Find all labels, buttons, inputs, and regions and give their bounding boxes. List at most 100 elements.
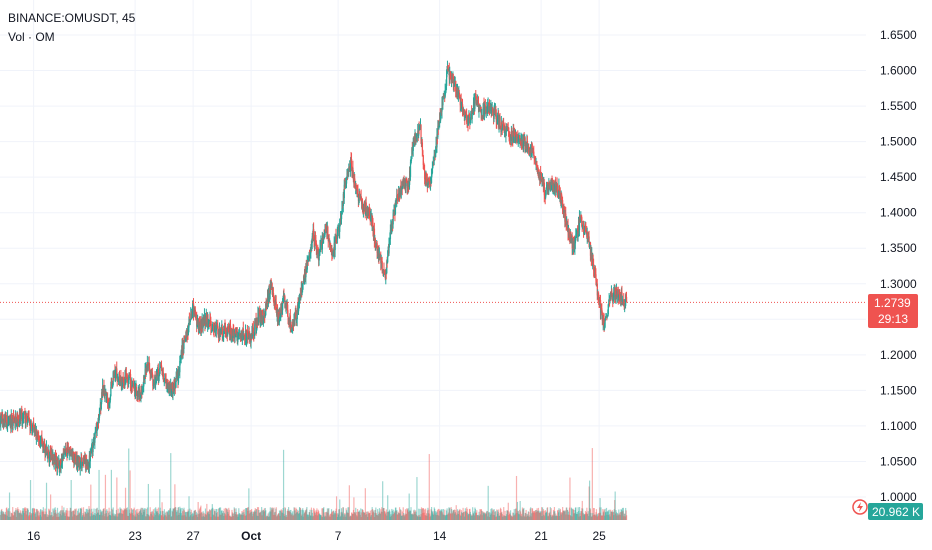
volume-bar bbox=[440, 509, 442, 520]
candle-body bbox=[294, 312, 296, 321]
volume-bar bbox=[370, 516, 372, 520]
volume-bar bbox=[347, 512, 350, 520]
candle-body bbox=[430, 175, 433, 183]
volume-bar bbox=[588, 516, 590, 520]
volume-bar bbox=[243, 512, 245, 520]
volume-bar bbox=[26, 508, 28, 520]
candle-body bbox=[223, 328, 225, 338]
volume-bar bbox=[149, 516, 151, 520]
volume-bar bbox=[65, 513, 67, 520]
volume-bar bbox=[444, 516, 446, 520]
volume-bar bbox=[289, 512, 292, 520]
volume-bar bbox=[125, 507, 128, 520]
volume-bar bbox=[65, 510, 67, 520]
volume-bar bbox=[183, 507, 185, 520]
volume-bar bbox=[570, 516, 572, 520]
volume-bar bbox=[359, 512, 361, 520]
volume-bar bbox=[158, 513, 160, 520]
volume-bar bbox=[389, 516, 392, 520]
volume-bar bbox=[211, 508, 213, 520]
volume-bar bbox=[405, 513, 407, 520]
volume-bar bbox=[479, 514, 482, 520]
volume-bar bbox=[308, 514, 310, 520]
volume-bar bbox=[477, 515, 479, 520]
volume-bar bbox=[578, 510, 580, 520]
volume-bar bbox=[113, 516, 116, 520]
volume-bar bbox=[18, 512, 21, 520]
volume-bar bbox=[490, 513, 492, 520]
volume-bar bbox=[566, 507, 568, 520]
volume-bar bbox=[495, 516, 498, 520]
volume-bar bbox=[6, 515, 8, 520]
volume-bar bbox=[562, 507, 564, 520]
volume-bar bbox=[499, 513, 501, 520]
volume-bar bbox=[106, 509, 108, 520]
volume-bar bbox=[79, 507, 81, 520]
volume-bar bbox=[320, 515, 322, 520]
volume-bar bbox=[139, 510, 141, 520]
volume-bar bbox=[530, 507, 532, 520]
volume-bar bbox=[609, 514, 611, 520]
volume-bar bbox=[433, 511, 435, 520]
volume-bar bbox=[621, 511, 623, 520]
volume-bar bbox=[432, 514, 434, 520]
volume-bar bbox=[180, 508, 182, 520]
volume-bar bbox=[82, 507, 85, 520]
volume-bar bbox=[109, 511, 111, 520]
volume-bar bbox=[55, 509, 57, 520]
volume-bar bbox=[257, 516, 259, 520]
volume-bar bbox=[546, 511, 548, 520]
volume-bar bbox=[589, 509, 592, 520]
volume-bar bbox=[191, 516, 193, 520]
volume-bar bbox=[604, 508, 606, 520]
volume-bar bbox=[265, 516, 267, 520]
volume-bar bbox=[434, 514, 436, 520]
volume-bar bbox=[134, 516, 136, 520]
volume-bar bbox=[220, 514, 222, 520]
volume-bar bbox=[541, 516, 543, 520]
candle-body bbox=[350, 157, 352, 172]
volume-bar bbox=[77, 514, 79, 520]
candle-body bbox=[446, 73, 448, 86]
candle-body bbox=[50, 455, 52, 459]
volume-bar bbox=[492, 509, 494, 520]
candle-body bbox=[82, 463, 84, 466]
volume-bar bbox=[277, 513, 279, 520]
volume-bar bbox=[617, 513, 619, 520]
volume-bar bbox=[93, 514, 96, 520]
volume-bar bbox=[224, 513, 226, 520]
candle-body bbox=[519, 135, 521, 142]
volume-bar bbox=[382, 481, 384, 520]
volume-bar bbox=[116, 513, 118, 520]
volume-bar bbox=[343, 514, 345, 520]
volume-bar bbox=[545, 512, 547, 520]
volume-bar bbox=[168, 510, 170, 520]
volume-bar bbox=[270, 509, 272, 520]
volume-bar bbox=[5, 508, 7, 520]
volume-bar bbox=[482, 512, 484, 520]
volume-bar bbox=[120, 513, 122, 520]
candle bbox=[499, 112, 501, 130]
volume-bar bbox=[554, 516, 556, 520]
volume-bar bbox=[113, 515, 115, 520]
volume-bar bbox=[137, 513, 139, 520]
candle-body bbox=[10, 416, 12, 427]
volume-bar bbox=[342, 507, 345, 520]
candle-body bbox=[235, 331, 237, 335]
volume-bar bbox=[102, 509, 104, 520]
volume-bar bbox=[43, 511, 45, 520]
volume-bar bbox=[319, 514, 321, 520]
volume-bar bbox=[565, 514, 567, 520]
volume-bar bbox=[519, 501, 521, 520]
volume-bar bbox=[14, 510, 17, 520]
volume-bar bbox=[430, 515, 432, 520]
volume-bar bbox=[585, 513, 587, 520]
volume-bar bbox=[103, 508, 105, 520]
volume-bar bbox=[166, 511, 168, 520]
volume-bar bbox=[423, 512, 425, 520]
volume-bar bbox=[331, 511, 334, 520]
volume-bar bbox=[451, 513, 453, 520]
candle-body bbox=[29, 418, 31, 424]
volume-bar bbox=[33, 508, 35, 520]
